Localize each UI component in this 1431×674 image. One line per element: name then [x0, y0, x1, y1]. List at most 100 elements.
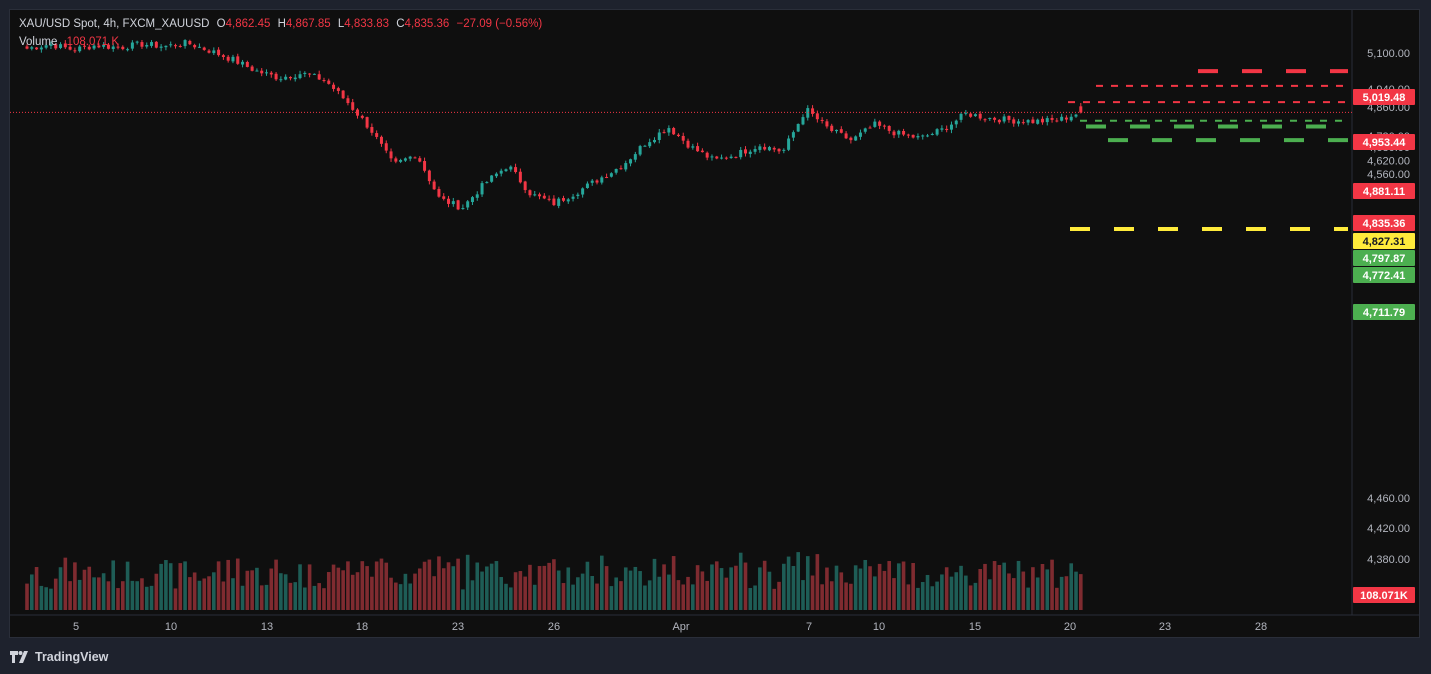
volume-bar	[743, 562, 748, 610]
candle-body	[902, 131, 906, 135]
volume-bar	[135, 581, 139, 610]
candle-body	[423, 161, 427, 171]
candle-body	[657, 132, 661, 140]
candle-body	[370, 127, 374, 133]
candle-body	[130, 42, 134, 49]
volume-bar	[1069, 563, 1074, 610]
candle-body	[835, 129, 839, 132]
volume-bar	[920, 582, 925, 610]
open-label: O	[216, 18, 226, 30]
candle-body	[226, 56, 230, 61]
candle-body	[624, 163, 628, 170]
candle-body	[135, 41, 139, 43]
candle-body	[73, 50, 77, 52]
volume-bar	[1040, 563, 1045, 610]
level-price-tag-bg	[1353, 233, 1415, 249]
candle-body	[849, 137, 853, 141]
volume-bar	[738, 552, 743, 610]
volume-bar	[552, 559, 556, 610]
candle-body	[796, 123, 800, 132]
volume-bar	[63, 557, 68, 610]
volume-bar	[791, 565, 796, 610]
volume-bar	[312, 585, 317, 610]
high-value: 4,867.85	[285, 18, 331, 30]
time-tick-label: Apr	[672, 621, 689, 633]
volume-bar	[863, 559, 868, 610]
time-tick-label: 5	[73, 621, 79, 633]
candle-body	[490, 175, 494, 182]
volume-bar	[53, 578, 58, 610]
volume-bar	[317, 583, 321, 610]
volume-bar	[92, 577, 96, 610]
candle-body	[384, 143, 388, 151]
candle-body	[150, 42, 154, 46]
candle-body	[609, 173, 613, 177]
volume-bar	[667, 574, 671, 610]
volume-bar	[149, 585, 154, 610]
candle-body	[145, 45, 149, 47]
volume-bar	[259, 585, 264, 610]
volume-bar	[681, 584, 686, 610]
candle-body	[379, 136, 383, 144]
candle-body	[887, 126, 891, 131]
volume-bar	[216, 561, 221, 610]
time-tick-label: 23	[452, 621, 464, 633]
volume-bar	[623, 567, 628, 610]
candle-body	[945, 128, 949, 131]
volume-tag-bg	[1353, 587, 1415, 603]
candle-body	[308, 73, 312, 75]
candle-body	[116, 46, 120, 48]
candle-body	[408, 156, 412, 159]
candle-body	[825, 121, 829, 127]
candle-body	[164, 45, 168, 48]
volume-bar	[676, 580, 681, 610]
volume-bar	[106, 581, 111, 610]
price-chart[interactable]: 51013182326Apr710152023285,100.004,940.0…	[10, 10, 1420, 638]
volume-bar	[365, 566, 369, 610]
candle-body	[245, 61, 249, 67]
candle-body	[1074, 114, 1078, 117]
candle-body	[734, 156, 738, 158]
volume-bar	[839, 572, 844, 610]
candle-body	[202, 47, 206, 50]
chart-background	[10, 10, 1419, 637]
candle-body	[926, 135, 930, 137]
candle-body	[140, 42, 144, 47]
candle-body	[949, 124, 953, 130]
candle-body	[1031, 119, 1035, 124]
volume-bar	[245, 570, 250, 610]
volume-bar	[671, 556, 676, 610]
candle-body	[475, 194, 479, 198]
volume-bar	[192, 572, 197, 610]
volume-bar	[336, 567, 341, 610]
tradingview-logo[interactable]: TradingView	[10, 648, 108, 666]
candle-body	[341, 90, 345, 99]
volume-bar	[121, 581, 125, 610]
candle-body	[815, 113, 819, 120]
level-price-tag: 4,711.79	[1363, 307, 1405, 319]
chart-frame[interactable]: 51013182326Apr710152023285,100.004,940.0…	[9, 9, 1420, 638]
volume-bar	[1050, 559, 1054, 610]
candle-body	[614, 169, 618, 173]
candle-body	[720, 157, 724, 159]
candle-body	[236, 56, 240, 64]
volume-bar	[614, 577, 618, 610]
candle-body	[863, 128, 867, 132]
candle-body	[710, 156, 714, 158]
candle-body	[523, 181, 527, 191]
candle-body	[265, 72, 268, 74]
candle-body	[988, 117, 992, 119]
volume-bar	[1064, 576, 1069, 610]
volume-bar	[566, 567, 571, 610]
candle-body	[858, 132, 862, 137]
volume-bar	[892, 578, 896, 610]
candle-body	[576, 194, 580, 197]
volume-bar	[279, 573, 283, 610]
volume-bar	[1055, 587, 1059, 610]
candle-body	[159, 46, 163, 48]
volume-bar	[489, 563, 494, 610]
price-tick-label: 5,100.00	[1367, 48, 1410, 60]
volume-bar	[140, 578, 144, 610]
volume-bar	[528, 564, 532, 610]
candle-body	[940, 128, 944, 130]
